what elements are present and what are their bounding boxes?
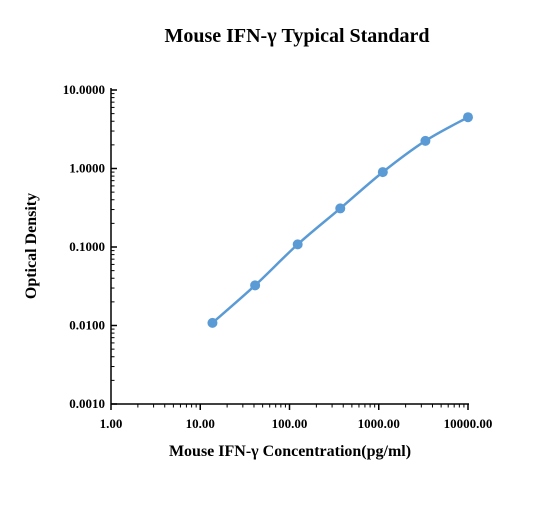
data-point [420,136,430,146]
data-point [378,167,388,177]
axes: 1.00 10.00 100.00 1000.00 10000.00 0.0010 0.01… [63,82,493,431]
y-tick-label: 10.0000 [63,82,105,97]
x-tick-label: 10000.00 [444,416,493,431]
data-point [293,239,303,249]
chart-title: Mouse IFN-γ Typical Standard [164,25,429,47]
x-tick-label: 1000.00 [358,416,400,431]
data-point [207,318,217,328]
data-point [463,112,473,122]
y-axis-title: Optical Density [23,193,40,299]
x-axis-title: Mouse IFN-γ Concentration(pg/ml) [169,443,411,460]
series [207,112,473,328]
data-point [335,203,345,213]
data-point [250,280,260,290]
y-tick-label: 0.0010 [69,396,105,411]
x-tick-label: 1.00 [100,416,123,431]
series-line [212,117,468,323]
x-tick-label: 100.00 [272,416,308,431]
y-tick-label: 1.0000 [69,161,105,176]
y-tick-label: 0.1000 [69,239,105,254]
x-tick-label: 10.00 [186,416,215,431]
y-tick-label: 0.0100 [69,318,105,333]
